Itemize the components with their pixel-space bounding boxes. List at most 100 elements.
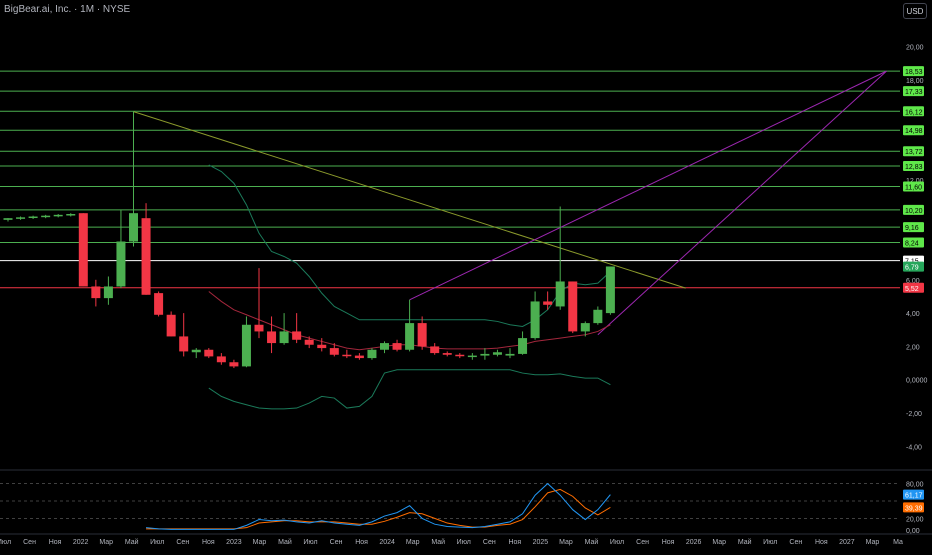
- level-badge-label: 16,12: [905, 109, 923, 116]
- candle-body: [53, 214, 63, 217]
- level-badge: [903, 204, 924, 215]
- y-tick-label: 20,00: [906, 45, 924, 52]
- level-badge-label: 12,83: [905, 164, 923, 171]
- level-badge-label: 9,16: [905, 225, 919, 232]
- x-tick-label: Сен: [330, 539, 343, 546]
- stoch-tick-label: 0,00: [906, 528, 920, 535]
- level-badge-label: 14,98: [905, 128, 923, 135]
- level-badge-label: 13,72: [905, 149, 923, 156]
- x-tick-label: Июл: [303, 539, 317, 546]
- candle-body: [179, 336, 189, 352]
- stoch-d-badge: [903, 502, 924, 513]
- candle-body: [3, 218, 13, 220]
- candle-body: [342, 354, 352, 357]
- x-tick-label: Ноя: [662, 539, 675, 546]
- y-tick-label: -2,00: [906, 411, 922, 418]
- x-tick-label: 2022: [73, 539, 89, 546]
- y-tick-label: 2,00: [906, 344, 920, 351]
- x-tick-label: Ма: [893, 539, 903, 546]
- candle-body: [405, 323, 415, 350]
- level-badge: [903, 86, 924, 97]
- candle-body: [367, 349, 377, 359]
- x-tick-label: Июл: [610, 539, 624, 546]
- y-tick-label: 4,00: [906, 311, 920, 318]
- x-tick-label: Сен: [23, 539, 36, 546]
- x-tick-label: Мар: [712, 539, 726, 546]
- candle-body: [530, 301, 540, 339]
- candle-body: [154, 293, 164, 315]
- candle-body: [492, 352, 502, 355]
- y-tick-label: 0,0000: [906, 378, 928, 385]
- candle-body: [605, 266, 615, 314]
- candle-body: [392, 343, 402, 350]
- level-badge: [903, 181, 924, 192]
- candle-body: [16, 217, 26, 219]
- x-tick-label: Май: [585, 538, 599, 546]
- level-badge: [903, 161, 924, 172]
- candle-body: [91, 286, 101, 299]
- candle-body: [543, 301, 553, 305]
- candle-body: [292, 331, 302, 340]
- candle-body: [216, 356, 226, 363]
- candle-body: [455, 354, 465, 357]
- stoch-k-label: 61,17: [905, 493, 923, 500]
- level-badge-label: 8,24: [905, 240, 919, 247]
- candle-body: [254, 324, 264, 332]
- x-tick-label: Мар: [99, 539, 113, 546]
- x-tick-label: Мар: [559, 539, 573, 546]
- currency-button[interactable]: USD: [903, 3, 927, 19]
- level-badge: [903, 237, 924, 248]
- candle-body: [229, 362, 239, 367]
- symbol-header: BigBear.ai, Inc. · 1M · NYSE: [4, 4, 131, 15]
- channel-line: [597, 70, 887, 336]
- candle-body: [568, 281, 578, 332]
- candle-body: [78, 213, 88, 287]
- x-tick-label: Ноя: [355, 539, 368, 546]
- candle-body: [329, 348, 339, 355]
- x-tick-label: Ноя: [202, 539, 215, 546]
- y-tick-label: 18,00: [906, 78, 924, 85]
- candle-body: [518, 338, 528, 354]
- candle-body: [28, 216, 38, 219]
- x-tick-label: 2027: [839, 539, 855, 546]
- candle-body: [166, 314, 176, 337]
- y-tick-label: 12,00: [906, 178, 924, 185]
- x-tick-label: Май: [738, 538, 752, 546]
- level-badge-label: 5,52: [905, 286, 919, 293]
- level-badge: [903, 261, 924, 272]
- candle-body: [279, 331, 289, 344]
- candle-body: [304, 339, 314, 345]
- x-tick-label: Ноя: [508, 539, 521, 546]
- bollinger-lower: [208, 369, 611, 410]
- x-tick-label: 2025: [533, 539, 549, 546]
- candle-body: [442, 353, 452, 355]
- candle-body: [267, 331, 277, 344]
- candle-body: [480, 353, 490, 356]
- x-tick-label: Май: [125, 538, 139, 546]
- stoch-tick-label: 80,00: [906, 482, 924, 489]
- trend-line: [133, 111, 686, 289]
- x-tick-label: Май: [278, 538, 292, 546]
- x-tick-label: 2026: [686, 539, 702, 546]
- level-badge: [903, 222, 924, 233]
- x-tick-label: Июл: [150, 539, 164, 546]
- x-tick-label: Мар: [866, 539, 880, 546]
- candle-body: [129, 213, 138, 242]
- candle-body: [505, 353, 515, 356]
- candle-body: [380, 343, 389, 350]
- x-tick-label: Май: [431, 538, 445, 546]
- level-badge: [903, 282, 924, 293]
- candle-body: [241, 324, 251, 367]
- x-tick-label: Июл: [763, 539, 777, 546]
- candle-body: [430, 346, 440, 354]
- stoch-d-label: 39,39: [905, 505, 923, 512]
- stoch-d-line: [146, 488, 611, 530]
- candle-body: [191, 349, 201, 353]
- level-badge: [903, 106, 924, 117]
- candle-body: [141, 218, 151, 295]
- x-tick-label: Ноя: [815, 539, 828, 546]
- candle-body: [41, 215, 51, 218]
- candle-body: [116, 241, 126, 287]
